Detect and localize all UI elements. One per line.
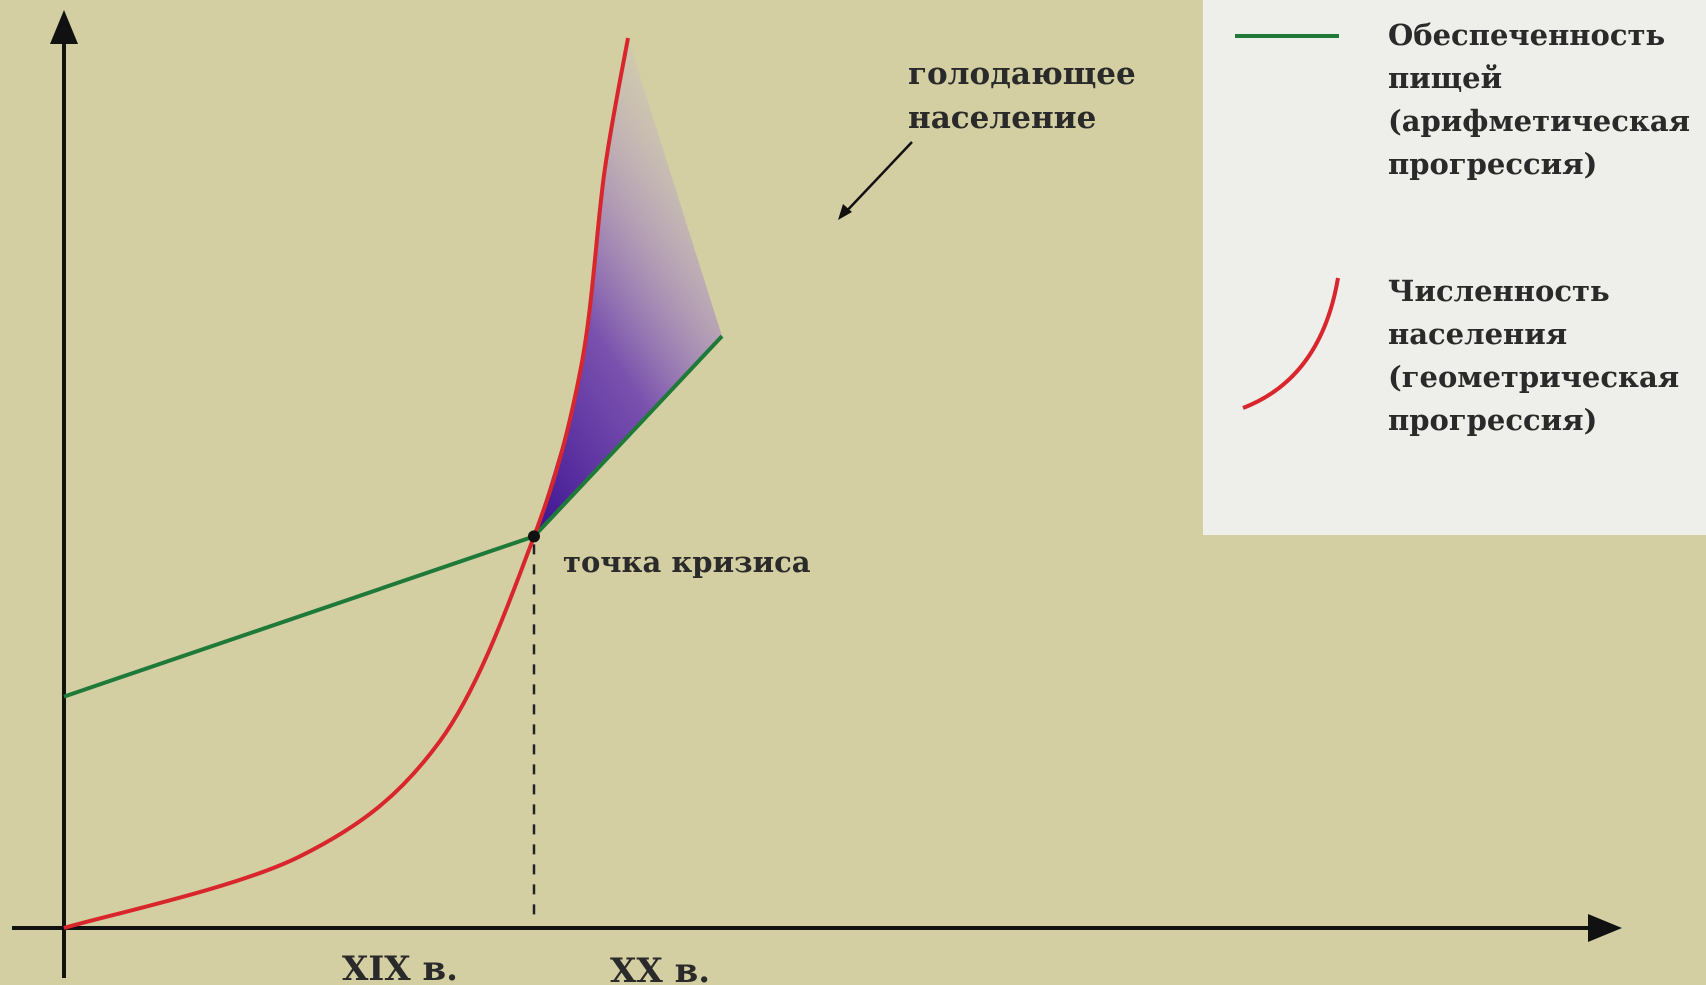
legend-swatches: [1235, 34, 1340, 410]
hunger-label-line2: население: [908, 100, 1096, 136]
legend-population-label: Численность населения (геометрическая пр…: [1388, 274, 1680, 437]
legend-food-label: Обеспеченность пищей (арифметическая про…: [1388, 18, 1691, 181]
hunger-label-line1: голодающее: [908, 56, 1136, 92]
hunger-annotation-arrow: [841, 141, 913, 217]
legend-panel: [1203, 0, 1706, 535]
hunger-region: [534, 38, 722, 537]
crisis-label: точка кризиса: [563, 545, 811, 579]
x-tick-xx: XX в.: [610, 951, 710, 985]
population-curve: [63, 37, 630, 930]
x-axis-arrow: [1588, 914, 1622, 942]
y-axis-arrow: [50, 10, 78, 44]
legend-population-swatch: [1242, 277, 1340, 410]
x-tick-xix: XIX в.: [342, 949, 458, 985]
crisis-point: [528, 530, 540, 543]
hunger-annotation-arrowhead: [838, 204, 852, 220]
